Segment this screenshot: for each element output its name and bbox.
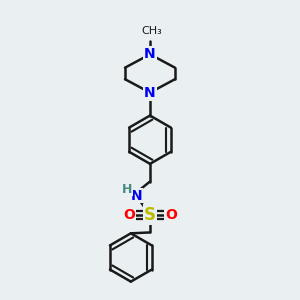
- Text: O: O: [165, 208, 177, 222]
- Text: N: N: [130, 189, 142, 202]
- Text: O: O: [123, 208, 135, 222]
- Text: CH₃: CH₃: [141, 26, 162, 36]
- Text: S: S: [144, 206, 156, 224]
- Text: H: H: [122, 183, 133, 196]
- Text: N: N: [144, 85, 156, 100]
- Text: N: N: [144, 47, 156, 61]
